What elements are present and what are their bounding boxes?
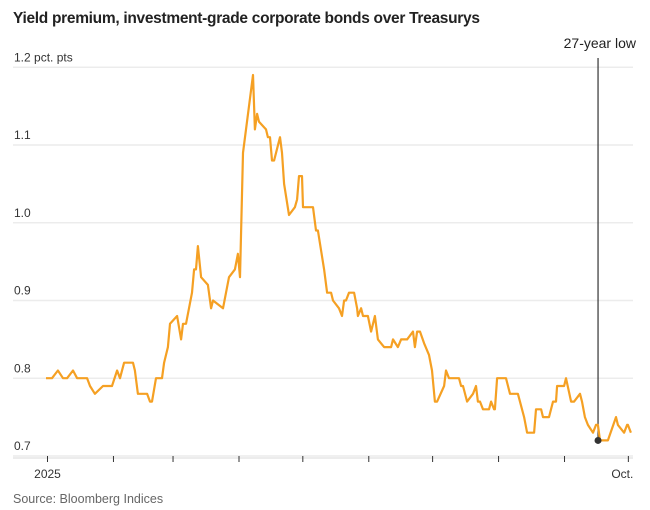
y-tick-label: 1.1 bbox=[14, 128, 31, 142]
y-tick-label: 0.9 bbox=[14, 284, 31, 298]
y-tick-label: 0.7 bbox=[14, 439, 31, 453]
annotation-marker bbox=[594, 436, 602, 444]
annotation-label: 27-year low bbox=[564, 35, 637, 51]
y-tick-label: 1.2 pct. pts bbox=[14, 50, 73, 64]
x-tick-label: 2025 bbox=[34, 467, 61, 481]
x-tick-label: Oct. bbox=[611, 467, 633, 481]
y-tick-label: 1.0 bbox=[14, 206, 31, 220]
source-note: Source: Bloomberg Indices bbox=[13, 492, 163, 506]
x-axis: 2025 Oct. bbox=[13, 456, 633, 481]
y-axis: 0.7 0.8 0.9 1.0 1.1 1.2 pct. pts bbox=[14, 50, 73, 453]
gridlines bbox=[13, 66, 633, 457]
annotation: 27-year low bbox=[564, 35, 637, 441]
y-tick-label: 0.8 bbox=[14, 361, 31, 375]
chart-title: Yield premium, investment-grade corporat… bbox=[13, 10, 480, 27]
series-line-yield-premium bbox=[46, 73, 632, 442]
